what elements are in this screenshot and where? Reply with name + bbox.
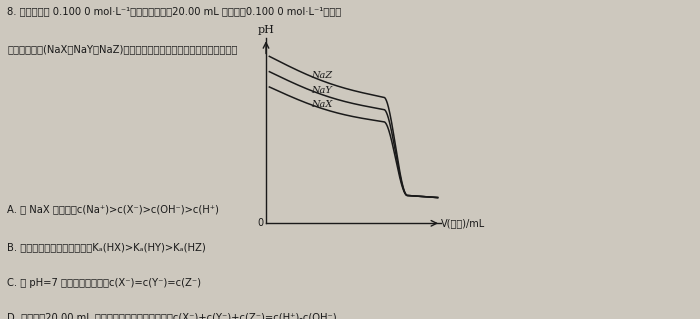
Text: B. 三种一元弱酸的电离常数：Kₐ(HX)>Kₐ(HY)>Kₐ(HZ): B. 三种一元弱酸的电离常数：Kₐ(HX)>Kₐ(HY)>Kₐ(HZ) [7, 242, 206, 252]
Text: NaX: NaX [311, 100, 332, 109]
Text: 元弱酸的钓盐(NaX、NaY、NaZ)溶液，滴定曲线如图所示，试判断错误的是: 元弱酸的钓盐(NaX、NaY、NaZ)溶液，滴定曲线如图所示，试判断错误的是 [7, 45, 237, 55]
Text: NaZ: NaZ [311, 71, 332, 80]
Text: V(盐酸)/mL: V(盐酸)/mL [441, 218, 485, 228]
Text: pH: pH [258, 26, 274, 35]
Text: NaY: NaY [311, 85, 332, 94]
Text: 8. 常温下，用 0.100 0 mol·L⁻¹的盐酸分别滴刷20.00 mL 浓度均为0.100 0 mol·L⁻¹三种一: 8. 常温下，用 0.100 0 mol·L⁻¹的盐酸分别滴刷20.00 mL … [7, 6, 342, 16]
Text: 0: 0 [258, 218, 264, 228]
Text: D. 分别滴加20.00 mL 盐酸后，再将三种溶液混合：c(X⁻)+c(Y⁻)+c(Z⁻)=c(H⁺)-c(OH⁻): D. 分别滴加20.00 mL 盐酸后，再将三种溶液混合：c(X⁻)+c(Y⁻)… [7, 313, 337, 319]
Text: C. 当 pH=7 时，三种溶液中：c(X⁻)=c(Y⁻)=c(Z⁻): C. 当 pH=7 时，三种溶液中：c(X⁻)=c(Y⁻)=c(Z⁻) [7, 278, 201, 287]
Text: A. 该 NaX 溶液中：c(Na⁺)>c(X⁻)>c(OH⁻)>c(H⁺): A. 该 NaX 溶液中：c(Na⁺)>c(X⁻)>c(OH⁻)>c(H⁺) [7, 204, 219, 214]
